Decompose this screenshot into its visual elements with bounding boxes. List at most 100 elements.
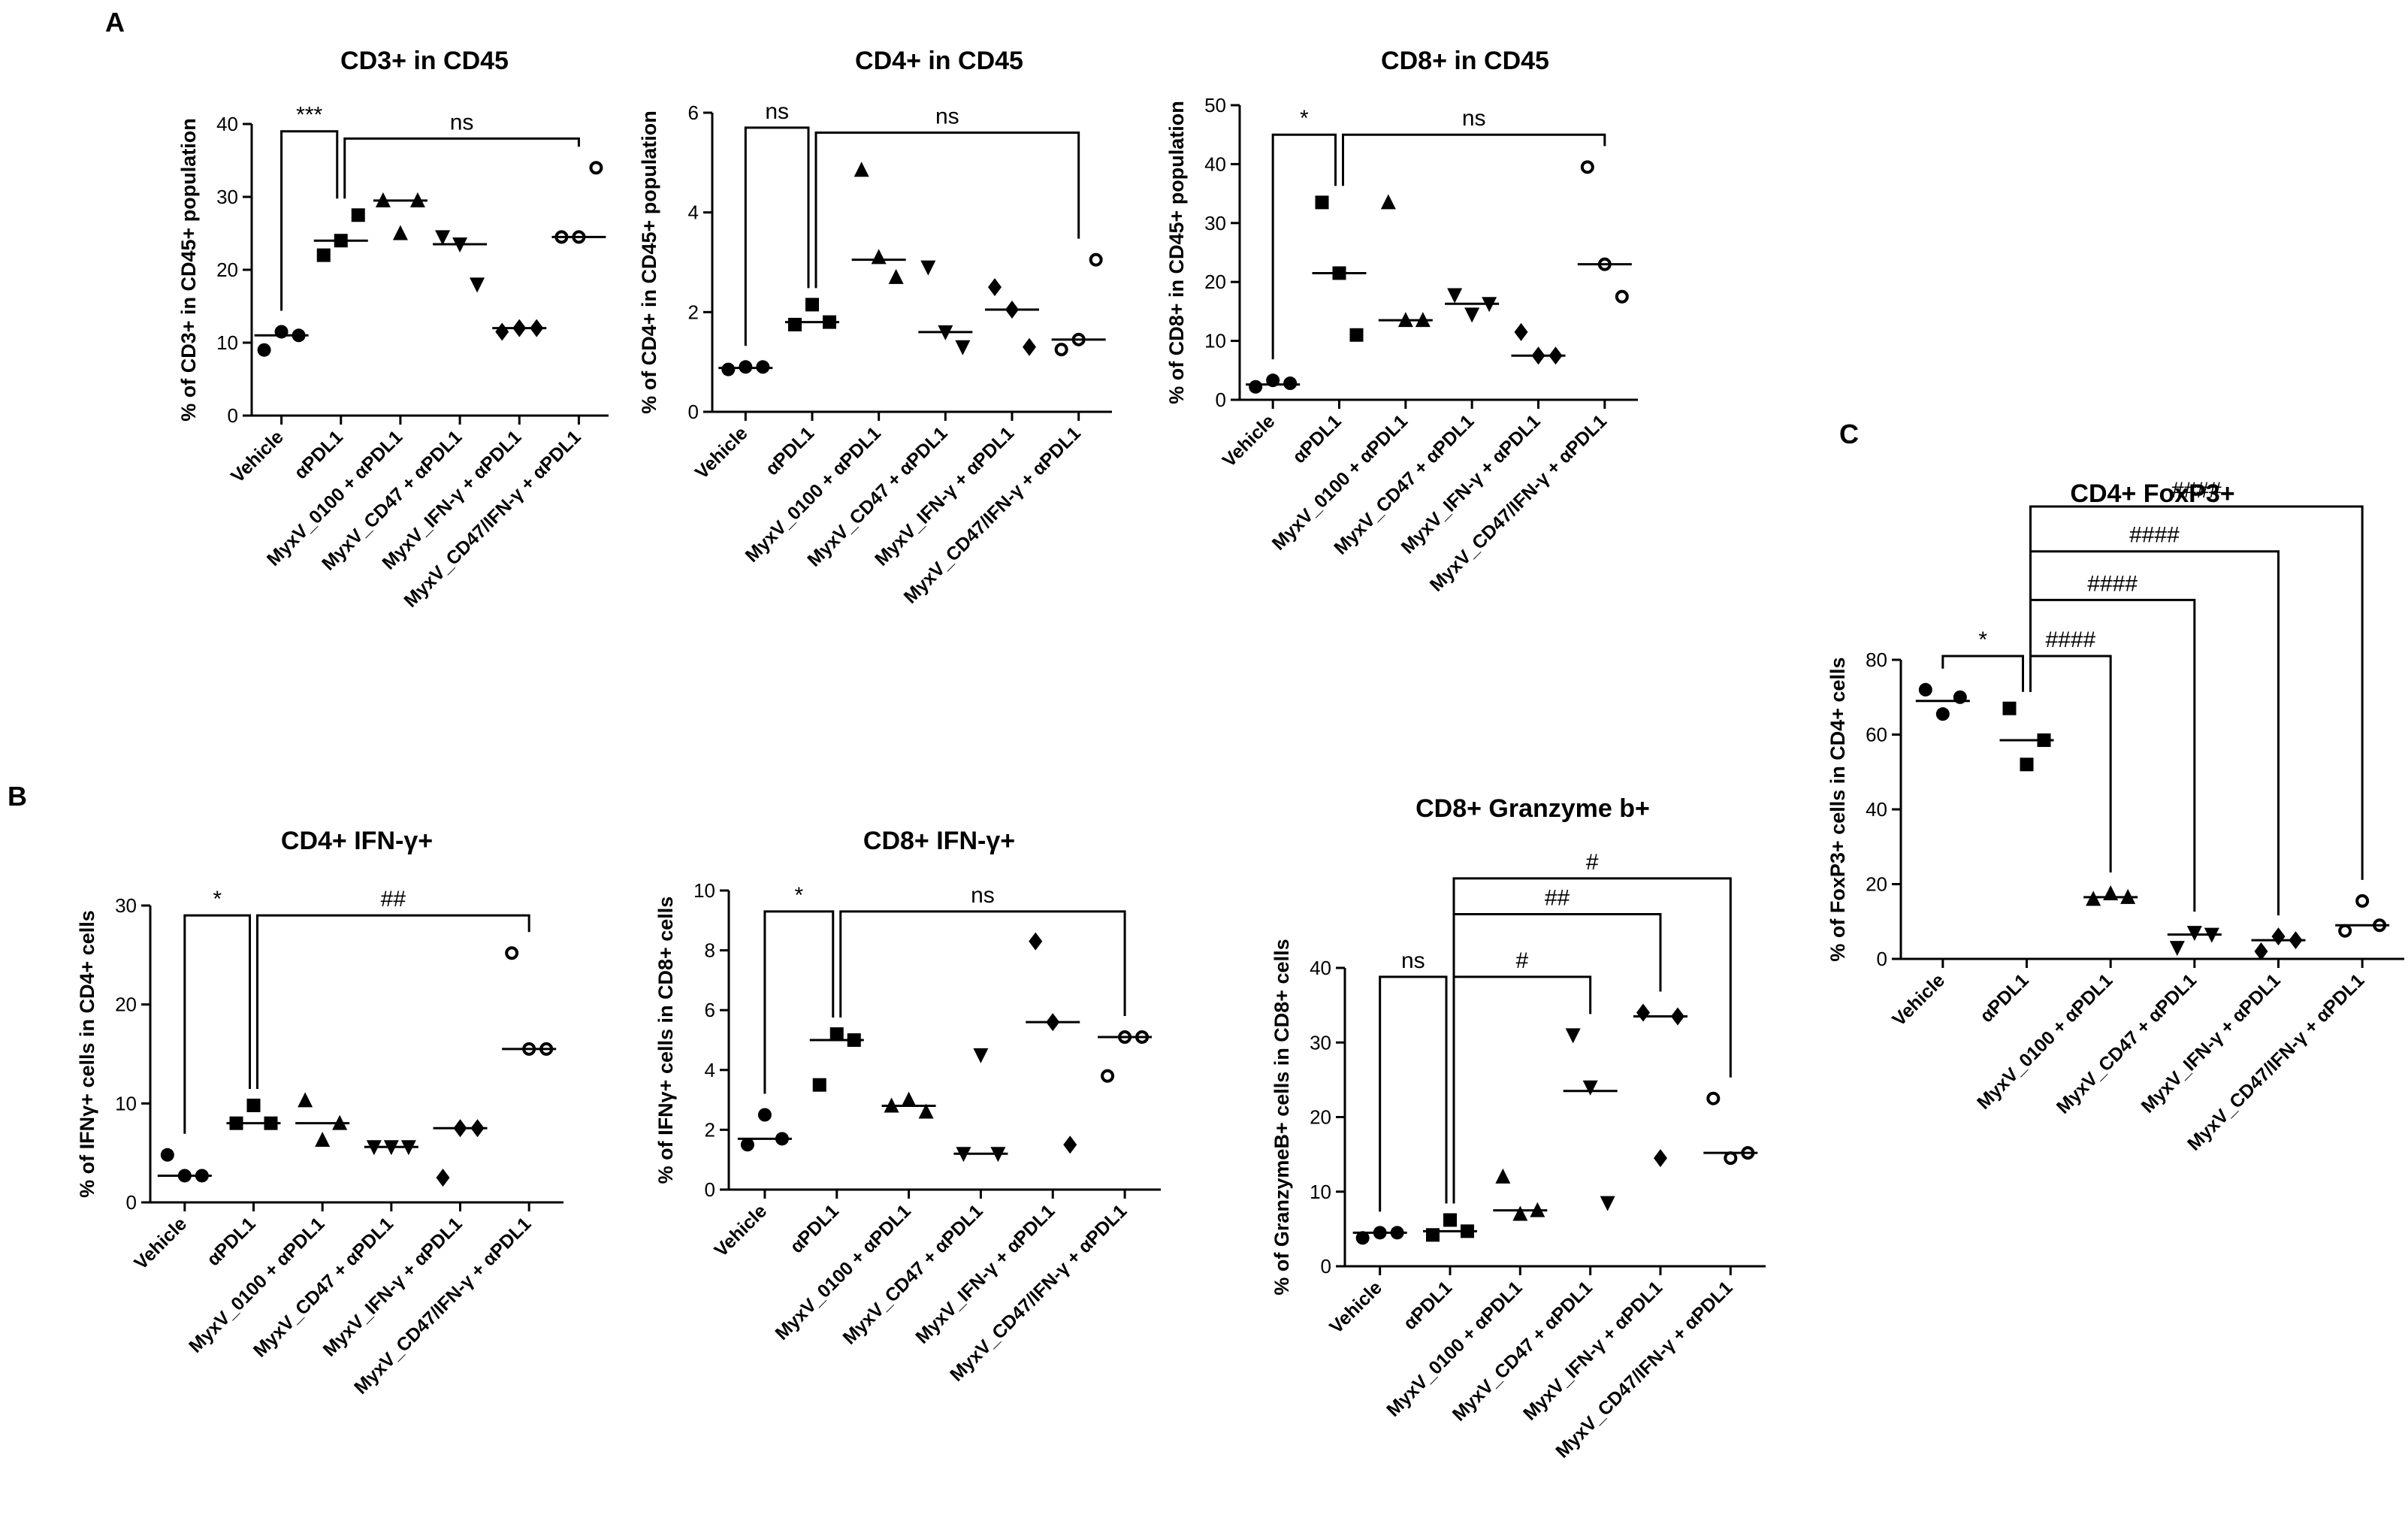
- data-point: [918, 1103, 934, 1119]
- y-tick-label: 0: [1877, 948, 1887, 970]
- data-point: [2020, 758, 2034, 772]
- data-point: [470, 277, 485, 293]
- x-tick-label: αPDL1: [203, 1213, 260, 1270]
- data-point: [495, 322, 509, 341]
- data-point: [315, 1132, 331, 1148]
- data-point: [829, 1027, 844, 1042]
- x-tick-label: MyxV_0100 + αPDL1: [185, 1213, 328, 1356]
- data-point: [351, 208, 365, 222]
- x-tick-label: MyxV_CD47/IFN-γ + αPDL1: [2183, 969, 2368, 1154]
- data-point: [2254, 942, 2268, 961]
- x-tick-label: MyxV_0100 + αPDL1: [742, 422, 885, 566]
- x-tick-label: MyxV_0100 + αPDL1: [1268, 410, 1412, 554]
- data-point: [589, 161, 603, 175]
- significance-bracket: [343, 137, 580, 199]
- y-tick-label: 2: [705, 1118, 715, 1141]
- chart-title: CD4+ FoxP3+: [2070, 479, 2234, 508]
- data-point: [505, 946, 519, 960]
- data-point: [988, 278, 1002, 297]
- data-point: [257, 343, 271, 357]
- significance-label: ns: [971, 883, 995, 908]
- x-tick-label: MyxV_0100 + αPDL1: [1973, 969, 2116, 1113]
- data-point: [1918, 682, 1932, 697]
- significance-label: *: [1978, 627, 1987, 652]
- significance-bracket: [1271, 133, 1337, 360]
- y-tick-label: 50: [1204, 94, 1226, 116]
- data-point: [1063, 1135, 1077, 1154]
- data-point: [1514, 322, 1528, 341]
- data-point: [871, 249, 887, 265]
- data-point: [436, 1169, 450, 1187]
- data-point: [721, 362, 736, 376]
- significance-bracket: [256, 914, 530, 1089]
- significance-bracket: [2029, 655, 2112, 872]
- y-tick-label: 4: [705, 1059, 715, 1081]
- y-tick-label: 0: [1216, 389, 1226, 411]
- data-point: [1706, 1091, 1721, 1105]
- data-point: [788, 317, 802, 331]
- y-tick-label: 20: [1310, 1106, 1331, 1129]
- data-point: [1582, 1080, 1598, 1096]
- y-tick-label: 0: [705, 1178, 715, 1201]
- x-tick-label: MyxV_0100 + αPDL1: [1382, 1277, 1526, 1420]
- significance-bracket: [814, 132, 1080, 289]
- chart-title: CD3+ in CD45: [340, 47, 509, 75]
- y-tick-label: 0: [228, 404, 238, 427]
- data-point: [901, 1091, 917, 1107]
- y-axis-label: % of CD4+ in CD45+ population: [638, 110, 660, 414]
- data-point: [1443, 1213, 1457, 1227]
- x-tick-label: αPDL1: [290, 426, 347, 483]
- data-point: [1089, 252, 1103, 267]
- data-point: [316, 248, 331, 262]
- y-axis-label: % of IFNγ+ cells in CD4+ cells: [76, 910, 98, 1198]
- significance-label: *: [213, 887, 222, 912]
- x-tick-label: MyxV_IFN-γ + αPDL1: [319, 1213, 467, 1360]
- data-point: [1101, 1069, 1115, 1083]
- chart-title: CD4+ in CD45: [855, 47, 1023, 75]
- y-tick-label: 10: [216, 331, 238, 354]
- significance-bracket: [1452, 877, 1732, 1204]
- significance-bracket: [2029, 505, 2364, 880]
- chart-title: CD8+ Granzyme b+: [1415, 794, 1650, 823]
- data-point: [1580, 160, 1594, 174]
- y-tick-label: 30: [216, 186, 238, 208]
- significance-label: *: [1300, 106, 1309, 131]
- data-point: [1355, 1231, 1370, 1245]
- significance-bracket: [744, 126, 810, 346]
- x-tick-label: MyxV_IFN-γ + αPDL1: [2138, 969, 2285, 1117]
- y-axis-label: % of IFNγ+ cells in CD8+ cells: [654, 897, 677, 1184]
- data-point: [1512, 1205, 1528, 1221]
- y-tick-label: 40: [216, 113, 238, 135]
- data-point: [920, 260, 936, 276]
- y-tick-label: 10: [1204, 330, 1226, 352]
- data-point: [1029, 932, 1043, 951]
- y-axis-label: % of CD8+ in CD45+ population: [1165, 101, 1188, 404]
- chart-title: CD4+ IFN-γ+: [281, 827, 433, 855]
- y-tick-label: 10: [693, 879, 715, 902]
- data-point: [854, 162, 869, 177]
- significance-bracket: [1452, 913, 1662, 1204]
- data-point: [1447, 288, 1463, 304]
- x-tick-label: αPDL1: [761, 422, 818, 479]
- x-tick-label: MyxV_CD47 + αPDL1: [838, 1200, 986, 1348]
- x-tick-label: MyxV_IFN-γ + αPDL1: [911, 1200, 1059, 1347]
- x-tick-label: Vehicle: [710, 1200, 771, 1261]
- significance-bracket: [183, 914, 251, 1134]
- y-tick-label: 8: [705, 939, 715, 962]
- data-point: [1636, 1003, 1650, 1022]
- chart-ifn8: CD8+ IFN-γ+ 0 2 4 6 8 10 % of IFNγ+ cells in CD…: [654, 827, 1161, 1386]
- chart-cd4: CD4+ in CD45 0 2 4 6 % of CD4+ in CD45+ popul…: [638, 47, 1112, 608]
- y-tick-label: 20: [216, 259, 238, 281]
- x-tick-label: Vehicle: [1219, 410, 1280, 471]
- data-point: [2169, 941, 2185, 957]
- chart-foxp3: CD4+ FoxP3+ 0 20 40 60 80 % of FoxP3+ cells in…: [1826, 478, 2404, 1155]
- chart-title: CD8+ in CD45: [1381, 47, 1549, 75]
- chart-cd3: CD3+ in CD45 0 10 20 30 40 % of CD3+ in CD45+ …: [177, 47, 609, 612]
- data-point: [2002, 701, 2017, 715]
- data-point: [246, 1098, 261, 1112]
- data-point: [812, 1078, 826, 1092]
- data-point: [1249, 380, 1263, 394]
- significance-label: ####: [2045, 627, 2095, 652]
- y-tick-label: 40: [1866, 798, 1887, 821]
- panel-letter-c: C: [1839, 419, 1859, 449]
